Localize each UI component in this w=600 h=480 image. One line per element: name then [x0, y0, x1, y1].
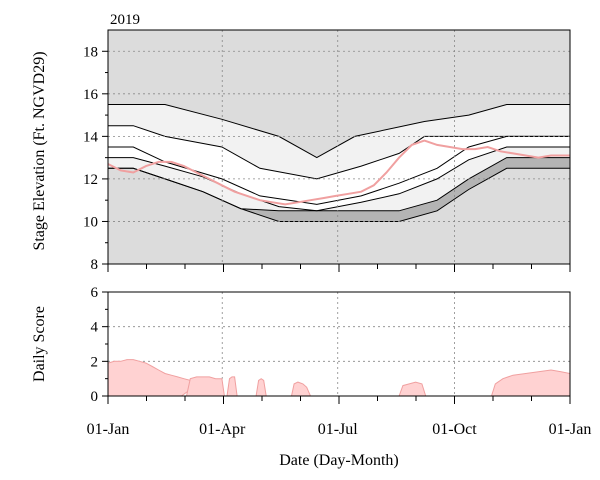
score-ytick-label-0: 0 — [91, 389, 99, 405]
x-axis-label: Date (Day-Month) — [279, 452, 399, 469]
stage-ytick-label-2: 12 — [83, 172, 98, 188]
score-areas — [107, 359, 571, 397]
lower-light-band — [108, 147, 570, 211]
x-tick-label-4: 01-Jan — [549, 421, 592, 438]
stage-ytick-label-3: 14 — [83, 129, 99, 145]
stage-ytick-label-1: 10 — [83, 214, 98, 230]
year-label: 2019 — [110, 12, 140, 28]
stage-ytick-label-4: 16 — [83, 87, 99, 103]
x-tick-label-3: 01-Oct — [432, 421, 477, 438]
score-ytick-label-3: 6 — [91, 285, 99, 301]
x-tick-label-1: 01-Apr — [199, 421, 246, 438]
envelope-line-1 — [108, 104, 570, 159]
x-axis-ticks: 01-Jan 01-Apr 01-Jul 01-Oct 01-Jan — [87, 264, 592, 438]
stage-ytick-label-5: 18 — [83, 44, 98, 60]
score-ytick-label-1: 2 — [91, 354, 99, 370]
x-tick-label-2: 01-Jul — [318, 421, 359, 438]
lower-dark-band — [108, 157, 570, 222]
score-area-2 — [185, 376, 225, 397]
stage-y-axis-label: Stage Elevation (Ft. NGVD29) — [31, 51, 48, 250]
stage-y-ticks: 8 10 12 14 16 18 — [83, 44, 108, 273]
stage-gridlines — [108, 30, 570, 264]
stage-ytick-label-0: 8 — [91, 257, 99, 273]
stage-elevation-line — [107, 139, 570, 206]
envelope-line-3 — [108, 135, 570, 205]
score-y-axis-label: Daily Score — [31, 306, 48, 382]
score-y-ticks: 0 2 4 6 — [91, 285, 108, 405]
upper-envelope-band — [108, 104, 570, 179]
score-ytick-label-2: 4 — [91, 320, 99, 336]
envelope-line-2 — [108, 125, 570, 180]
x-tick-label-0: 01-Jan — [87, 421, 130, 438]
